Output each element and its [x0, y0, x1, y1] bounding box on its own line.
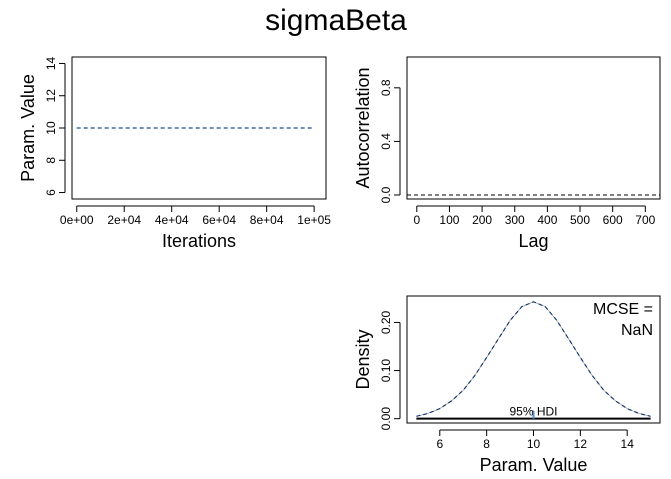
density-curve-outline [416, 301, 651, 417]
x-tick-label: 14 [621, 437, 635, 451]
y-tick-label: 0.8 [379, 79, 393, 96]
series-line [416, 301, 651, 417]
figure-title: sigmaBeta [265, 4, 407, 37]
plot-frame [406, 295, 661, 424]
x-tick-label: 100 [439, 213, 459, 227]
x-tick-label: 8e+04 [250, 213, 284, 227]
y-tick-label: 8 [44, 157, 58, 164]
x-tick-label: 1e+05 [297, 213, 331, 227]
mcse-annotation: MCSE = [593, 301, 653, 318]
y-tick-label: 0.00 [379, 407, 393, 431]
y-axis-title: Param. Value [18, 74, 38, 182]
plot-frame [406, 56, 661, 200]
x-tick-label: 12 [574, 437, 588, 451]
mcse-annotation: NaN [621, 322, 653, 339]
x-tick-label: 200 [472, 213, 492, 227]
y-tick-label: 0.20 [379, 310, 393, 334]
y-axis-title: Density [353, 329, 373, 389]
x-tick-label: 10 [527, 437, 541, 451]
x-tick-label: 600 [603, 213, 623, 227]
y-tick-label: 14 [44, 56, 58, 70]
trace-panel: 0e+00 2e+04 4e+04 6e+04 8e+04 1e+05 6 8 10 12 14 It… [18, 56, 331, 251]
x-tick-label: 4e+04 [155, 213, 189, 227]
plot-frame [71, 56, 327, 200]
x-tick-label: 700 [635, 213, 655, 227]
autocorrelation-panel: 0 100 200 300 400 500 600 700 0.0 0.4 0.8 Lag Autoco… [353, 56, 661, 251]
x-tick-label: 2e+04 [107, 213, 141, 227]
x-tick-label: 6e+04 [202, 213, 236, 227]
density-panel: 6 8 10 12 14 0.00 0.10 0.20 Param. Value Density 9… [353, 295, 661, 475]
x-tick-label: 0 [413, 213, 420, 227]
y-tick-label: 0.4 [379, 133, 393, 150]
x-axis-title: Iterations [162, 231, 236, 251]
x-axis-title: Param. Value [480, 455, 588, 475]
x-tick-label: 0e+00 [60, 213, 94, 227]
y-tick-label: 6 [44, 189, 58, 196]
y-tick-label: 12 [44, 89, 58, 103]
x-axis-title: Lag [518, 231, 548, 251]
hdi-label: 95% HDI [509, 405, 557, 419]
y-axis-title: Autocorrelation [353, 67, 373, 188]
x-tick-label: 6 [436, 437, 443, 451]
y-tick-label: 0.10 [379, 359, 393, 383]
x-tick-label: 500 [570, 213, 590, 227]
x-tick-label: 8 [483, 437, 490, 451]
y-tick-label: 10 [44, 121, 58, 135]
y-tick-label: 0.0 [379, 186, 393, 203]
x-tick-label: 400 [537, 213, 557, 227]
x-tick-label: 300 [505, 213, 525, 227]
